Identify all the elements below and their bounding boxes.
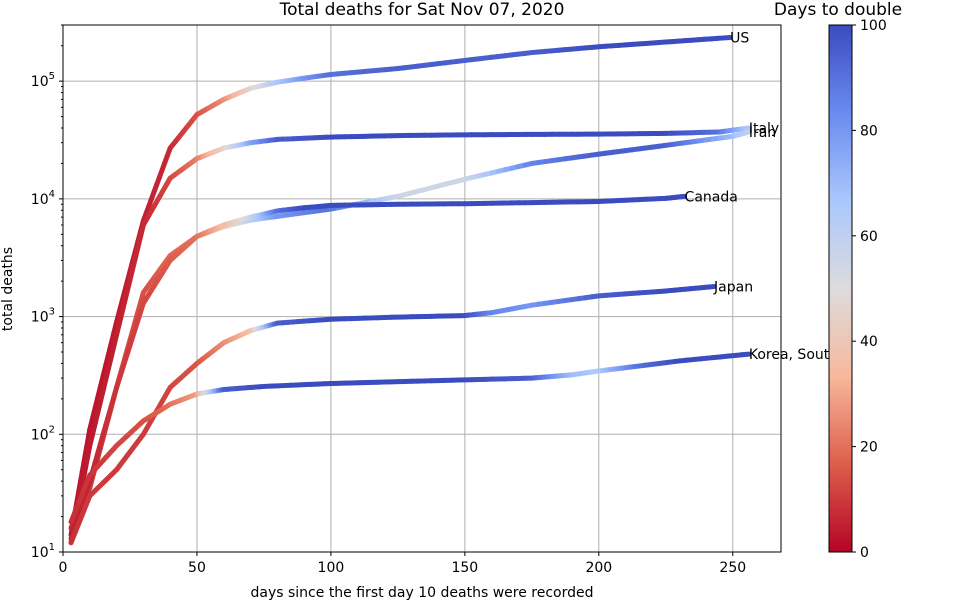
series-label-italy: Italy	[749, 121, 779, 137]
colorbar-title: Days to double	[774, 0, 902, 20]
series-label-japan: Japan	[713, 280, 753, 296]
x-tick-label: 50	[188, 560, 206, 576]
axes: 0 50 100 150 200 250 101 102 103 104 105	[31, 24, 746, 576]
series-canada	[68, 193, 688, 542]
y-tick-label: 104	[31, 189, 55, 208]
series-label-canada: Canada	[685, 189, 738, 205]
series-italy	[68, 125, 752, 546]
y-axis-label: total deaths	[0, 247, 16, 331]
colorbar-ticks: 0 20 40 60 80 100	[852, 18, 887, 561]
colorbar-tick-label: 20	[860, 440, 878, 456]
colorbar: Days to double 0 20 40 60 80 100	[774, 0, 902, 561]
plot-frame	[62, 24, 782, 553]
series-label-us: US	[730, 30, 749, 46]
series-label-iran: Iran	[749, 125, 776, 141]
colorbar-tick-label: 0	[860, 545, 869, 561]
x-tick-label: 250	[719, 560, 746, 576]
y-tick-label: 101	[31, 542, 55, 561]
series-us	[68, 34, 733, 538]
x-tick-label: 0	[59, 560, 68, 576]
y-tick-label: 102	[31, 424, 55, 443]
colorbar-tick-label: 100	[860, 18, 887, 34]
series-layer	[68, 34, 752, 546]
series-japan	[68, 284, 717, 546]
series-segment	[739, 351, 752, 358]
colorbar-gradient	[828, 24, 853, 553]
colorbar-tick-label: 40	[860, 334, 878, 350]
chart-title: Total deaths for Sat Nov 07, 2020	[279, 0, 565, 20]
y-tick-label: 103	[31, 307, 55, 326]
colorbar-tick-label: 60	[860, 229, 878, 245]
series-iran	[68, 129, 752, 531]
series-label-korea-south: Korea, South	[749, 347, 838, 363]
x-tick-label: 100	[318, 560, 345, 576]
x-tick-label: 200	[585, 560, 612, 576]
y-tick-label: 105	[31, 71, 55, 90]
series-korea-south	[68, 351, 752, 525]
colorbar-tick-label: 80	[860, 123, 878, 139]
x-axis-label: days since the first day 10 deaths were …	[251, 585, 594, 600]
x-tick-label: 150	[451, 560, 478, 576]
